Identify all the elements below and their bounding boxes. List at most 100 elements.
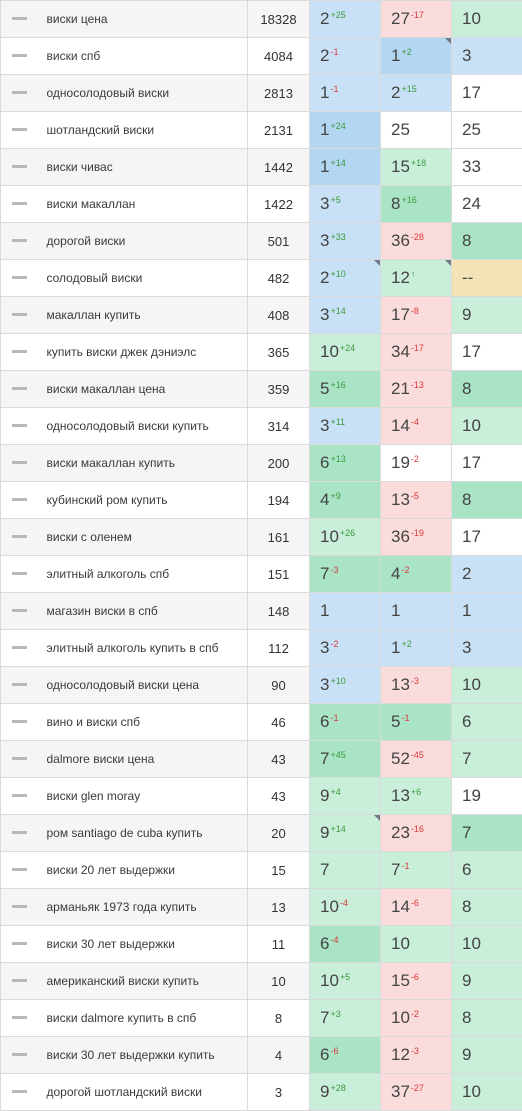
minus-icon[interactable] [12,720,28,724]
minus-icon[interactable] [12,942,28,946]
minus-icon[interactable] [12,1053,28,1057]
position-cell[interactable]: 10 [451,666,522,704]
minus-icon[interactable] [12,609,28,613]
row-select-cell[interactable] [0,1036,39,1074]
position-cell[interactable]: 6-6 [309,1036,381,1074]
position-cell[interactable]: 34-17 [380,333,452,371]
position-cell[interactable]: 6-4 [309,925,381,963]
position-cell[interactable]: 8 [451,222,522,260]
position-cell[interactable]: 17 [451,444,522,482]
position-cell[interactable]: 3+11 [309,407,381,445]
row-select-cell[interactable] [0,703,39,741]
row-select-cell[interactable] [0,481,39,519]
position-cell[interactable]: 25 [380,111,452,149]
position-cell[interactable]: 24 [451,185,522,223]
row-select-cell[interactable] [0,666,39,704]
position-cell[interactable]: 13-5 [380,481,452,519]
position-cell[interactable]: 9+14 [309,814,381,852]
position-cell[interactable]: 7 [451,740,522,778]
minus-icon[interactable] [12,239,28,243]
minus-icon[interactable] [12,831,28,835]
minus-icon[interactable] [12,424,28,428]
position-cell[interactable]: 14-6 [380,888,452,926]
position-cell[interactable]: 6+13 [309,444,381,482]
position-cell[interactable]: 23-16 [380,814,452,852]
position-cell[interactable]: 5+16 [309,370,381,408]
position-cell[interactable]: 5-1 [380,703,452,741]
row-select-cell[interactable] [0,555,39,593]
minus-icon[interactable] [12,1016,28,1020]
position-cell[interactable]: 12↑ [380,259,452,297]
position-cell[interactable]: 3+33 [309,222,381,260]
minus-icon[interactable] [12,868,28,872]
position-cell[interactable]: 9+4 [309,777,381,815]
row-select-cell[interactable] [0,74,39,112]
minus-icon[interactable] [12,387,28,391]
minus-icon[interactable] [12,683,28,687]
row-select-cell[interactable] [0,592,39,630]
position-cell[interactable]: 15+18 [380,148,452,186]
minus-icon[interactable] [12,1090,28,1094]
position-cell[interactable]: 1 [451,592,522,630]
position-cell[interactable]: 13+6 [380,777,452,815]
row-select-cell[interactable] [0,148,39,186]
minus-icon[interactable] [12,646,28,650]
row-select-cell[interactable] [0,962,39,1000]
position-cell[interactable]: 8 [451,481,522,519]
position-cell[interactable]: 3 [451,37,522,75]
minus-icon[interactable] [12,572,28,576]
position-cell[interactable]: 37-27 [380,1073,452,1111]
position-cell[interactable]: 17 [451,333,522,371]
position-cell[interactable]: 27-17 [380,0,452,38]
position-cell[interactable]: 3 [451,629,522,667]
minus-icon[interactable] [12,91,28,95]
row-select-cell[interactable] [0,111,39,149]
row-select-cell[interactable] [0,925,39,963]
position-cell[interactable]: 10 [451,0,522,38]
minus-icon[interactable] [12,202,28,206]
row-select-cell[interactable] [0,1073,39,1111]
position-cell[interactable]: 8+16 [380,185,452,223]
position-cell[interactable]: 15-6 [380,962,452,1000]
position-cell[interactable]: 1+24 [309,111,381,149]
minus-icon[interactable] [12,905,28,909]
row-select-cell[interactable] [0,185,39,223]
position-cell[interactable]: 10 [451,407,522,445]
position-cell[interactable]: -- [451,259,522,297]
position-cell[interactable]: 8 [451,370,522,408]
position-cell[interactable]: 3+10 [309,666,381,704]
position-cell[interactable]: 8 [451,999,522,1037]
minus-icon[interactable] [12,165,28,169]
position-cell[interactable]: 2+10 [309,259,381,297]
position-cell[interactable]: 2+25 [309,0,381,38]
row-select-cell[interactable] [0,37,39,75]
position-cell[interactable]: 8 [451,888,522,926]
row-select-cell[interactable] [0,407,39,445]
row-select-cell[interactable] [0,740,39,778]
position-cell[interactable]: 17 [451,74,522,112]
minus-icon[interactable] [12,461,28,465]
position-cell[interactable]: 7-1 [380,851,452,889]
minus-icon[interactable] [12,350,28,354]
row-select-cell[interactable] [0,999,39,1037]
minus-icon[interactable] [12,276,28,280]
position-cell[interactable]: 33 [451,148,522,186]
minus-icon[interactable] [12,794,28,798]
position-cell[interactable]: 1+2 [380,37,452,75]
row-select-cell[interactable] [0,814,39,852]
minus-icon[interactable] [12,128,28,132]
position-cell[interactable]: 10 [451,925,522,963]
row-select-cell[interactable] [0,296,39,334]
position-cell[interactable]: 4-2 [380,555,452,593]
position-cell[interactable]: 9+28 [309,1073,381,1111]
position-cell[interactable]: 6 [451,851,522,889]
position-cell[interactable]: 10-2 [380,999,452,1037]
position-cell[interactable]: 7+3 [309,999,381,1037]
row-select-cell[interactable] [0,222,39,260]
position-cell[interactable]: 9 [451,296,522,334]
position-cell[interactable]: 1 [309,592,381,630]
minus-icon[interactable] [12,535,28,539]
position-cell[interactable]: 6 [451,703,522,741]
row-select-cell[interactable] [0,444,39,482]
position-cell[interactable]: 3+14 [309,296,381,334]
